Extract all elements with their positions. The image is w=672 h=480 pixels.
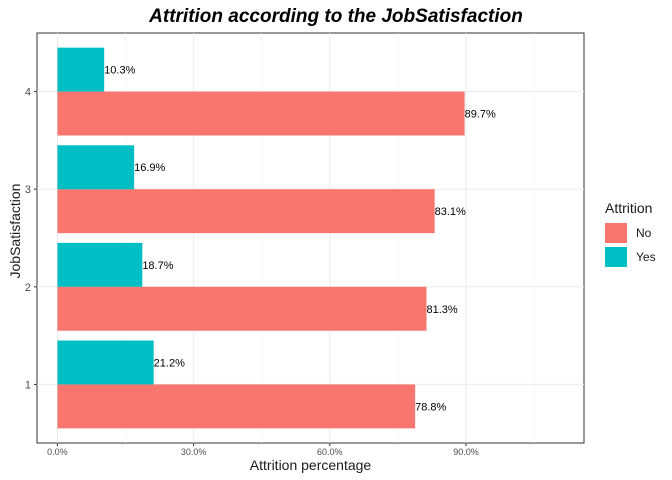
chart-title: Attrition according to the JobSatisfacti… <box>149 6 523 27</box>
bar-no-1 <box>57 384 416 429</box>
data-label-yes-1: 21.2% <box>154 357 185 369</box>
x-tick-label: 90.0% <box>453 447 479 457</box>
data-label-no-1: 78.8% <box>415 401 446 413</box>
data-label-yes-3: 16.9% <box>134 162 165 174</box>
data-label-no-4: 89.7% <box>465 109 496 121</box>
data-label-yes-2: 18.7% <box>142 260 173 272</box>
legend-label-yes: Yes <box>636 249 656 264</box>
bar-yes-2 <box>57 242 143 287</box>
legend-item-yes: Yes <box>605 245 656 268</box>
x-tick-label: 0.0% <box>47 447 68 457</box>
data-label-yes-4: 10.3% <box>104 65 135 77</box>
x-axis-label: Attrition percentage <box>249 457 372 473</box>
legend-label-no: No <box>636 225 652 240</box>
y-tick-label: 3 <box>25 184 31 196</box>
y-axis-label: JobSatisfaction <box>7 183 23 279</box>
legend-title: Attrition <box>605 200 653 216</box>
x-tick-label: 60.0% <box>317 447 343 457</box>
legend-key-yes <box>605 246 627 267</box>
bar-yes-4 <box>57 47 105 92</box>
x-tick-label: 30.0% <box>181 447 207 457</box>
bar-yes-1 <box>57 340 154 385</box>
bar-no-3 <box>57 189 435 234</box>
data-label-no-2: 81.3% <box>426 304 457 316</box>
y-tick-label: 2 <box>25 282 31 294</box>
data-label-no-3: 83.1% <box>435 206 466 218</box>
legend: Attrition No Yes <box>605 200 656 269</box>
y-tick-label: 1 <box>25 379 31 391</box>
plot-panel-border <box>36 32 585 444</box>
legend-key-no <box>605 222 627 243</box>
y-tick-label: 4 <box>25 87 31 99</box>
bar-no-2 <box>57 286 427 331</box>
bar-no-4 <box>57 91 465 136</box>
legend-item-no: No <box>605 221 656 244</box>
bar-yes-3 <box>57 145 135 190</box>
